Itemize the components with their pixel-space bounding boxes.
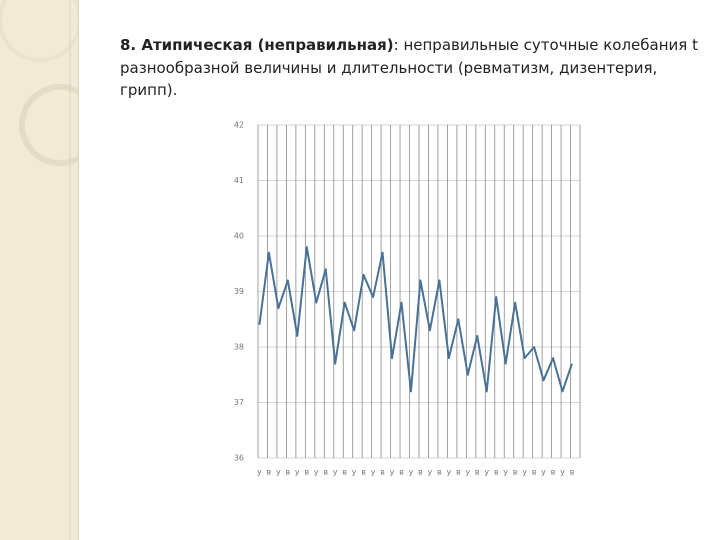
x-tick-label: у (541, 468, 546, 477)
y-tick-label: 41 (234, 176, 244, 185)
x-tick-label: у (409, 468, 414, 477)
y-tick-label: 39 (234, 287, 244, 296)
x-tick-label: в (475, 468, 480, 477)
x-tick-label: в (418, 468, 423, 477)
heading: 8. Атипическая (неправильная) (120, 36, 394, 54)
y-tick-label: 36 (234, 454, 244, 463)
x-tick-label: в (285, 468, 290, 477)
x-tick-label: у (276, 468, 281, 477)
x-tick-label: в (267, 468, 272, 477)
x-tick-label: в (532, 468, 537, 477)
x-tick-label: у (503, 468, 508, 477)
x-tick-label: в (570, 468, 575, 477)
x-tick-label: в (437, 468, 442, 477)
y-tick-label: 42 (234, 121, 244, 130)
x-tick-label: у (428, 468, 433, 477)
x-tick-label: в (494, 468, 499, 477)
slide-text: 8. Атипическая (неправильная): неправиль… (120, 34, 698, 102)
x-tick-label: в (399, 468, 404, 477)
x-tick-label: в (304, 468, 309, 477)
text-line: 8. Атипическая (неправильная): неправиль… (120, 34, 698, 57)
x-tick-label: у (352, 468, 357, 477)
x-tick-label: в (380, 468, 385, 477)
x-tick-label: у (446, 468, 451, 477)
y-tick-label: 38 (234, 343, 244, 352)
x-tick-label: у (257, 468, 262, 477)
x-tick-label: у (484, 468, 489, 477)
line (258, 246, 573, 393)
x-tick-label: у (560, 468, 565, 477)
x-tick-label: в (456, 468, 461, 477)
x-tick-label: у (390, 468, 395, 477)
x-tick-label: у (465, 468, 470, 477)
x-tick-label: в (513, 468, 518, 477)
y-tick-label: 40 (234, 232, 244, 241)
text-line: грипп). (120, 81, 178, 99)
x-tick-label: у (333, 468, 338, 477)
x-tick-label: у (371, 468, 376, 477)
decor-strip (0, 0, 79, 540)
x-tick-label: у (295, 468, 300, 477)
text-line: разнообразной величины и длительности (р… (120, 58, 658, 77)
x-tick-label: у (314, 468, 319, 477)
x-tick-label: в (342, 468, 347, 477)
x-tick-label: в (551, 468, 556, 477)
x-tick-label: в (323, 468, 328, 477)
text: : неправильные суточные колебания t (393, 36, 698, 54)
y-tick-label: 37 (234, 398, 244, 407)
x-tick-label: у (522, 468, 527, 477)
decor (0, 0, 78, 540)
x-tick-label: в (361, 468, 366, 477)
